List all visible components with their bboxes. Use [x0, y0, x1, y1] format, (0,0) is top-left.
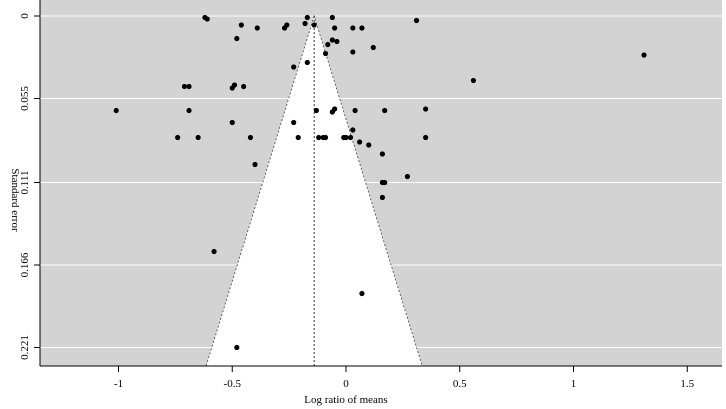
data-point [238, 22, 244, 28]
y-tick-label: 0.221 [19, 335, 31, 360]
x-tick-label: 0.5 [453, 378, 467, 390]
data-point [186, 107, 192, 114]
data-point [181, 83, 188, 90]
data-point [329, 109, 335, 115]
data-point [322, 134, 329, 141]
data-point [379, 194, 385, 201]
data-point [334, 38, 340, 45]
data-point [370, 44, 376, 51]
x-axis: -1 -0.5 0 0.5 1 1.5 [40, 365, 722, 390]
data-point [359, 290, 365, 297]
data-point [186, 83, 192, 90]
x-axis-title: Log ratio of means [304, 394, 387, 406]
data-point [304, 59, 310, 66]
data-point [350, 25, 356, 31]
data-point [302, 20, 308, 27]
data-point [641, 52, 647, 58]
data-point [175, 134, 181, 141]
data-point [359, 25, 365, 31]
data-point [284, 22, 290, 28]
y-tick-label: 0.166 [19, 252, 31, 277]
data-point [382, 179, 388, 186]
data-point [329, 14, 335, 21]
data-point [423, 134, 429, 141]
x-tick-label: 0 [343, 378, 349, 390]
data-point [366, 142, 372, 148]
data-point [311, 22, 317, 28]
y-tick-label: 0.111 [19, 171, 31, 195]
data-point [316, 134, 322, 141]
data-point [404, 173, 411, 180]
data-point [195, 134, 201, 141]
data-point [325, 41, 331, 48]
data-point [295, 134, 301, 141]
data-point [332, 25, 338, 31]
data-point [234, 35, 240, 42]
data-point [247, 134, 254, 141]
data-point [347, 134, 354, 141]
data-point [291, 119, 297, 126]
data-point [329, 37, 335, 43]
y-axis: 0 0.055 0.111 0.166 0.221 [19, 0, 41, 366]
data-point [357, 139, 363, 145]
data-point [343, 134, 349, 141]
data-point [382, 107, 388, 114]
x-tick-label: 1 [571, 378, 577, 390]
data-point [352, 107, 358, 114]
data-point [350, 127, 356, 133]
data-point [313, 107, 320, 114]
data-point [322, 50, 329, 57]
data-point [234, 344, 240, 351]
funnel-region [205, 14, 423, 367]
y-tick-label: 0 [19, 13, 31, 19]
x-tick-label: 1.5 [680, 378, 694, 390]
data-point [254, 25, 260, 31]
x-tick-label: -1 [114, 378, 123, 390]
data-point [423, 106, 429, 112]
data-point [211, 248, 217, 255]
data-point [252, 161, 258, 168]
data-point [413, 17, 420, 24]
x-tick-label: -0.5 [224, 378, 242, 390]
data-point [229, 119, 235, 126]
y-tick-label: 0.055 [19, 86, 31, 111]
data-points [113, 14, 647, 351]
data-point [291, 64, 297, 70]
data-point [241, 83, 247, 90]
y-axis-title: Standard error [9, 168, 21, 232]
data-point [470, 77, 476, 84]
data-point [304, 14, 310, 21]
data-point [379, 151, 385, 157]
data-point [229, 85, 235, 91]
data-point [350, 49, 356, 55]
data-point [204, 16, 210, 22]
data-point [113, 107, 119, 114]
